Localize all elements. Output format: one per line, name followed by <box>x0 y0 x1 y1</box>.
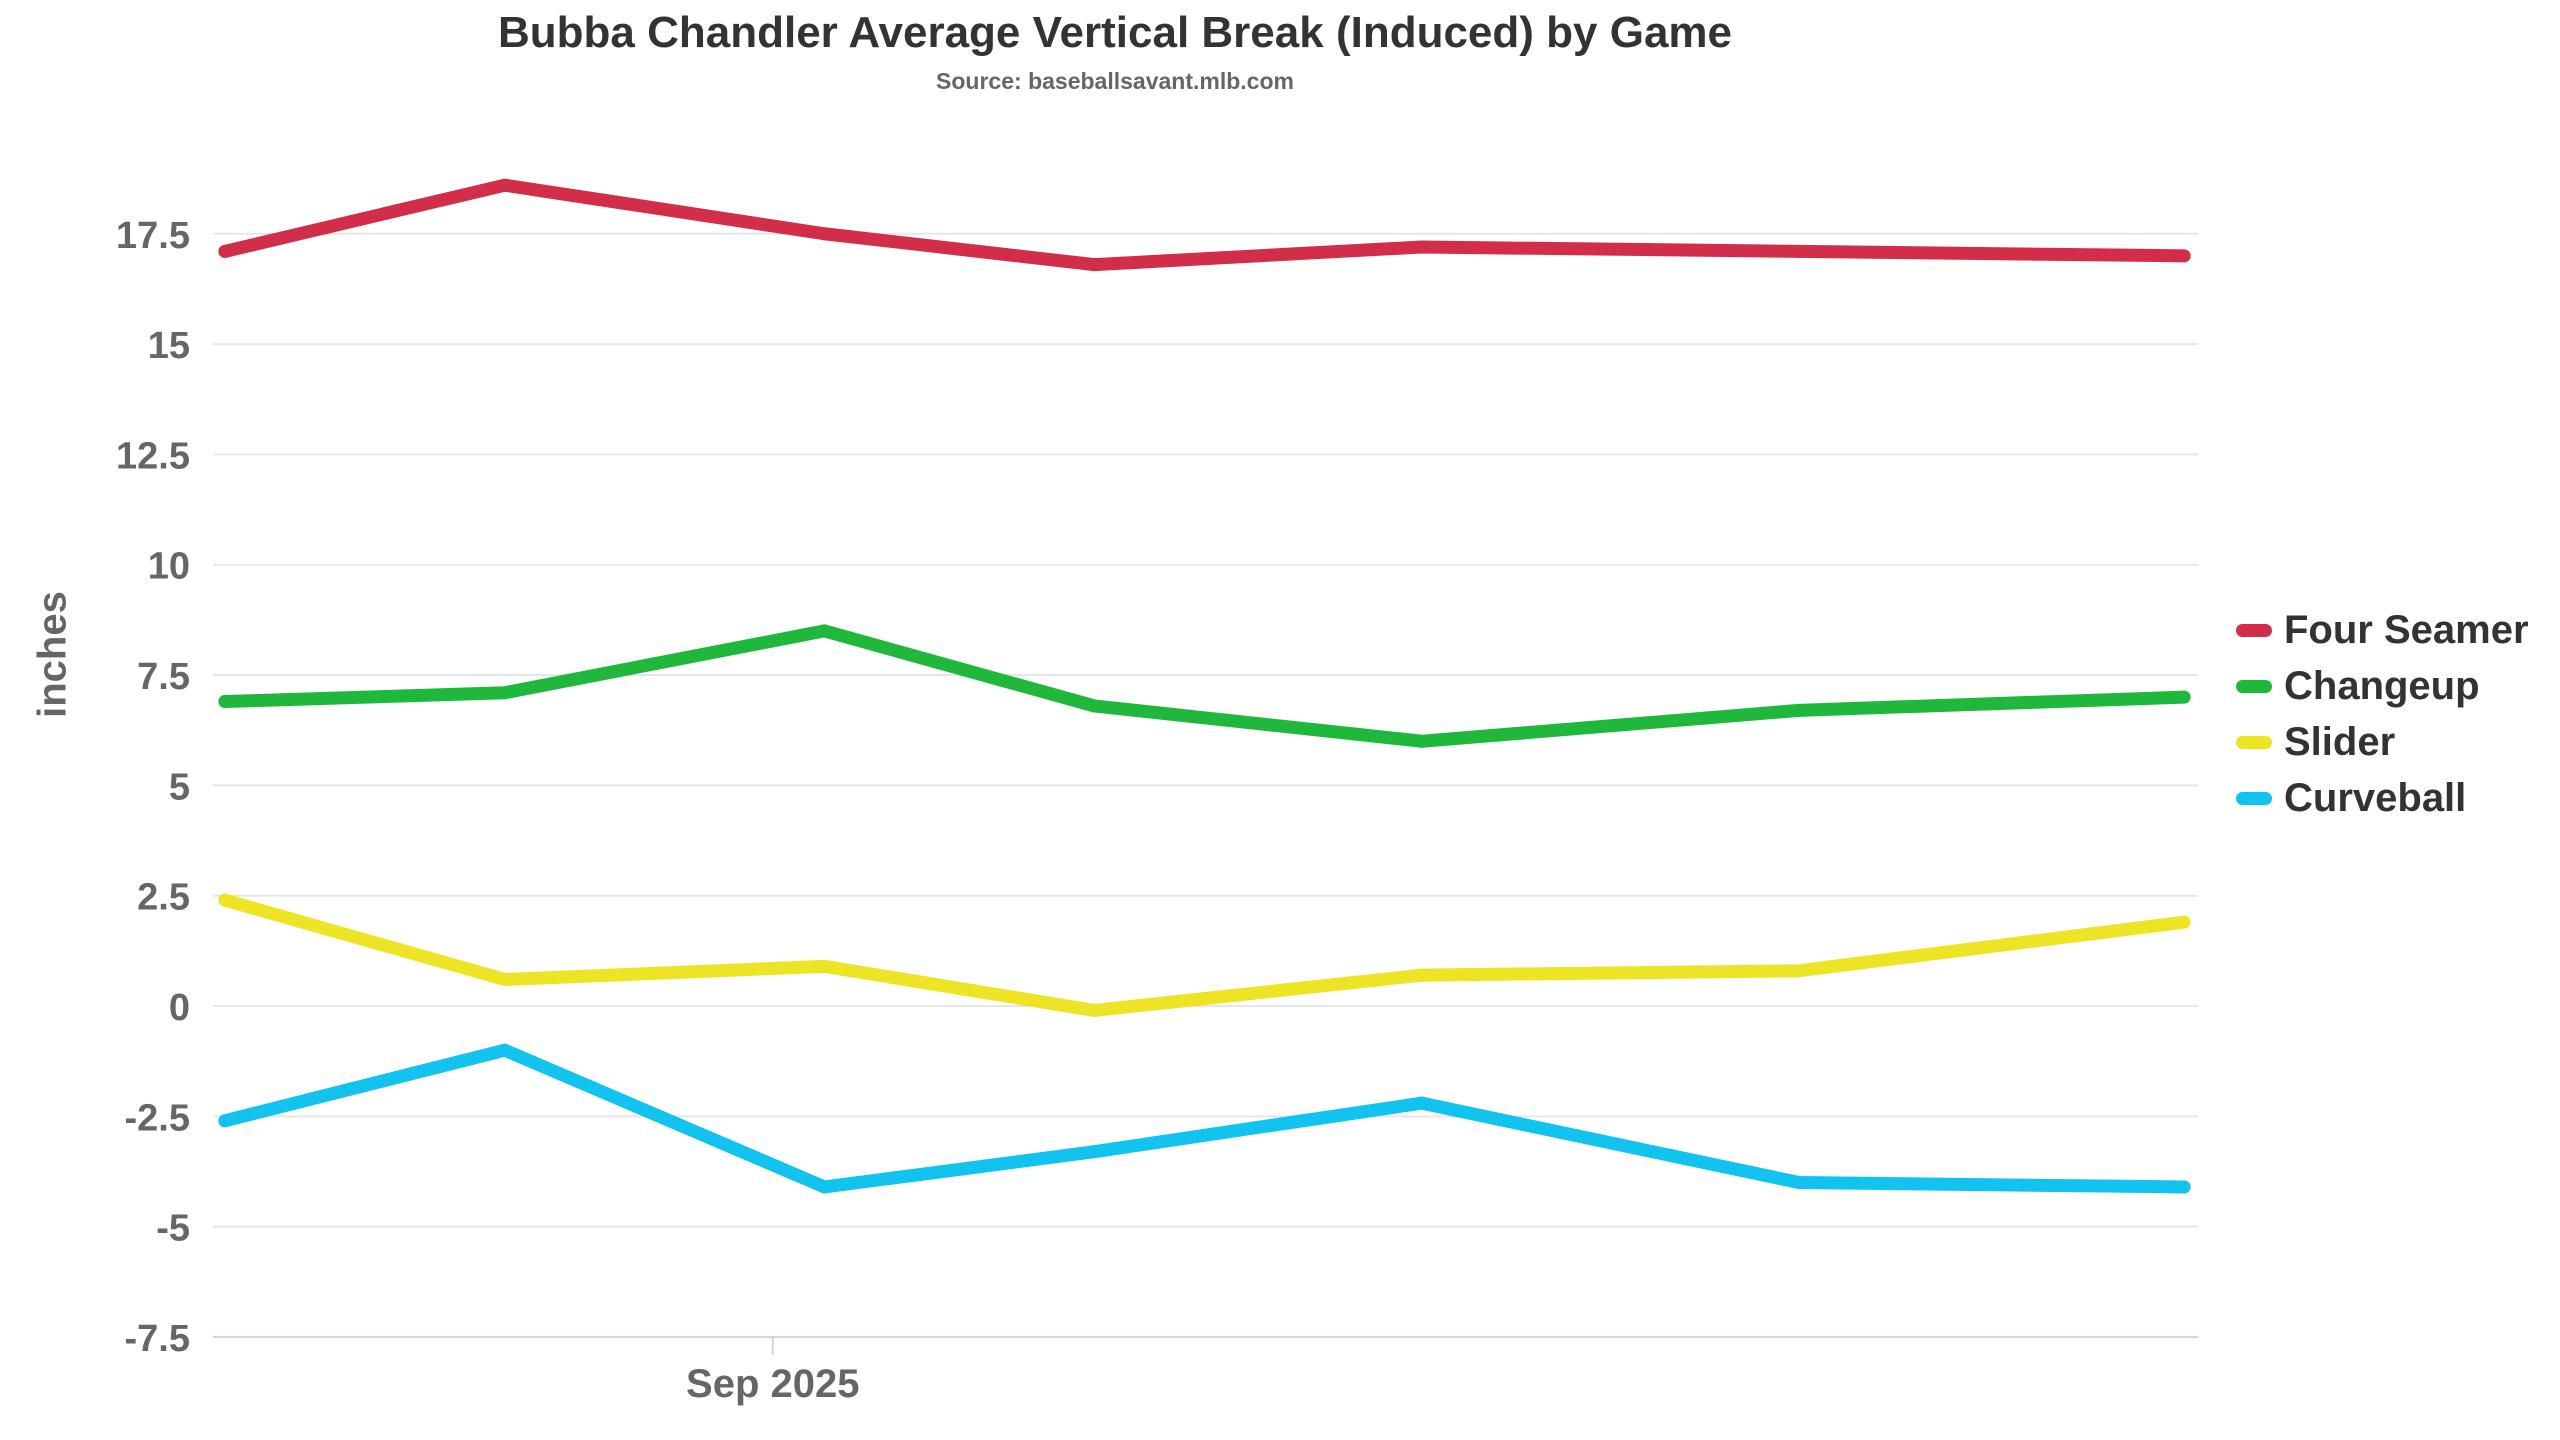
legend-item-four-seamer[interactable]: Four Seamer <box>2236 608 2529 653</box>
series-point-curveball <box>1792 1176 1806 1190</box>
series-point-changeup <box>817 624 831 638</box>
series-point-changeup <box>2177 690 2191 704</box>
series-point-four-seamer <box>1087 258 1101 272</box>
y-tick-label: 0 <box>169 987 190 1029</box>
legend-label-changeup: Changeup <box>2284 664 2480 708</box>
legend-swatch-changeup <box>2236 680 2272 693</box>
legend-swatch-four-seamer <box>2236 624 2272 637</box>
series-point-changeup <box>1087 699 1101 713</box>
series-point-changeup <box>498 686 512 700</box>
series-point-curveball <box>1087 1145 1101 1159</box>
series-point-four-seamer <box>817 227 831 241</box>
series-point-slider <box>498 973 512 987</box>
series-point-four-seamer <box>1415 240 1429 254</box>
legend-label-slider: Slider <box>2284 720 2396 764</box>
series-point-four-seamer <box>2177 249 2191 263</box>
series-point-changeup <box>218 695 232 709</box>
legend-label-curveball: Curveball <box>2284 776 2467 820</box>
series-line-curveball <box>218 1043 2191 1194</box>
series-point-four-seamer <box>498 178 512 192</box>
series-point-curveball <box>218 1114 232 1128</box>
y-tick-label: 15 <box>148 325 190 367</box>
y-tick-label: 17.5 <box>116 215 190 257</box>
y-tick-label: 12.5 <box>116 435 190 477</box>
series-point-slider <box>218 893 232 907</box>
series-line-changeup <box>218 624 2191 748</box>
y-tick-label: 2.5 <box>137 877 190 919</box>
legend-swatch-curveball <box>2236 792 2272 805</box>
series-point-slider <box>1087 1003 1101 1017</box>
y-tick-label: 5 <box>169 766 190 808</box>
series-point-slider <box>817 959 831 973</box>
legend-item-curveball[interactable]: Curveball <box>2236 776 2529 821</box>
y-tick-label: -7.5 <box>125 1318 190 1360</box>
y-tick-label: 10 <box>148 546 190 588</box>
series-point-four-seamer <box>1792 244 1806 258</box>
series-point-curveball <box>817 1180 831 1194</box>
series-point-slider <box>2177 915 2191 929</box>
y-tick-label: -5 <box>156 1208 190 1250</box>
x-tick-label: Sep 2025 <box>686 1362 859 1406</box>
y-tick-label: 7.5 <box>137 656 190 698</box>
legend: Four Seamer Changeup Slider Curveball <box>2236 608 2529 821</box>
legend-swatch-slider <box>2236 736 2272 749</box>
series-line-slider <box>218 893 2191 1017</box>
series-line-four-seamer <box>218 178 2191 272</box>
series-point-slider <box>1415 968 1429 982</box>
series-point-four-seamer <box>218 244 232 258</box>
legend-item-changeup[interactable]: Changeup <box>2236 664 2529 709</box>
series-point-curveball <box>2177 1180 2191 1194</box>
legend-label-four-seamer: Four Seamer <box>2284 608 2529 652</box>
series-point-changeup <box>1792 703 1806 717</box>
series-point-changeup <box>1415 734 1429 748</box>
legend-item-slider[interactable]: Slider <box>2236 720 2529 765</box>
series-point-slider <box>1792 964 1806 978</box>
series-point-curveball <box>1415 1096 1429 1110</box>
y-tick-label: -2.5 <box>125 1097 190 1139</box>
series-point-curveball <box>498 1043 512 1057</box>
